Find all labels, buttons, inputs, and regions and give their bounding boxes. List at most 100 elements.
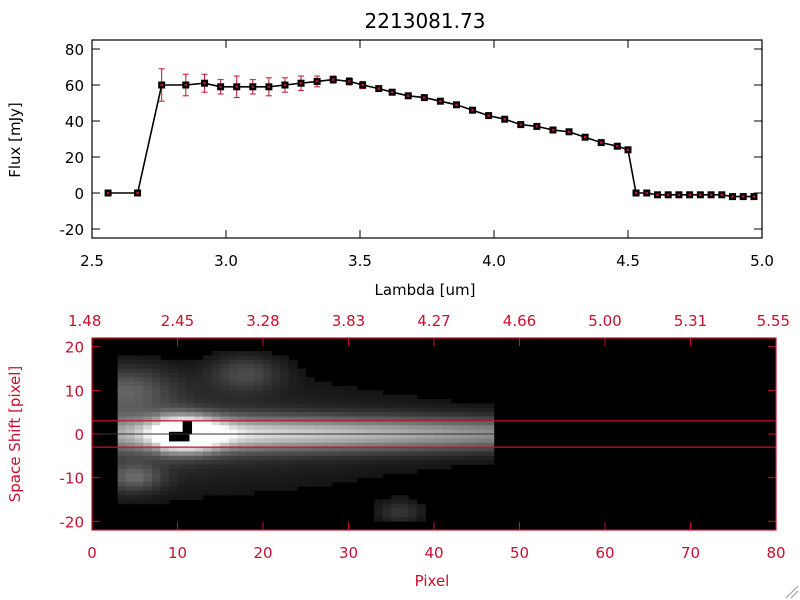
- heatmap-cell: [271, 460, 281, 465]
- heatmap-cell: [220, 399, 230, 404]
- heatmap-cell: [399, 442, 409, 448]
- heatmap-cell: [331, 447, 341, 452]
- heatmap-cell: [117, 477, 127, 483]
- heatmap-cell: [297, 407, 307, 413]
- heatmap-cell: [245, 403, 255, 409]
- heatmap-cell: [160, 438, 170, 444]
- heatmap-cell: [434, 416, 443, 422]
- wavelength-tick-label: 3.28: [246, 312, 279, 330]
- heatmap-cell: [468, 420, 478, 426]
- heatmap-cell: [160, 468, 170, 474]
- heatmap-cell: [203, 399, 213, 404]
- heatmap-cell: [245, 351, 255, 356]
- heatmap-cell: [399, 407, 409, 413]
- heatmap-cell: [143, 355, 153, 361]
- heatmap-cell: [339, 407, 349, 413]
- heatmap-cell: [348, 434, 358, 439]
- heatmap-cell: [280, 377, 290, 383]
- heatmap-cell: [314, 442, 324, 448]
- heatmap-wavelength-ticks: 1.48 2.45 3.28 3.83 4.27 4.66 5.00 5.31 5.55: [68, 312, 790, 346]
- heatmap-cell: [134, 425, 144, 431]
- heatmap-cell: [203, 438, 213, 444]
- heatmap-cell: [220, 460, 230, 465]
- heatmap-cell: [416, 412, 426, 417]
- heatmap-cell: [186, 390, 195, 396]
- heatmap-cell: [177, 386, 187, 391]
- heatmap-cell: [271, 464, 281, 470]
- heatmap-cell: [211, 434, 221, 439]
- heatmap-cell: [203, 434, 213, 439]
- heatmap-cell: [211, 399, 221, 404]
- resize-grip[interactable]: [785, 585, 799, 599]
- heatmap-cell: [151, 381, 161, 387]
- heatmap-cell: [134, 381, 144, 387]
- heatmap-cell: [151, 390, 161, 396]
- heatmap-cell: [228, 420, 238, 426]
- heatmap-cell: [186, 464, 195, 470]
- heatmap-cell: [391, 464, 401, 470]
- heatmap-cell: [442, 442, 452, 448]
- heatmap-cell: [177, 486, 187, 492]
- heatmap-cell: [160, 359, 170, 365]
- heatmap-cell: [263, 464, 272, 470]
- heatmap-cell: [254, 377, 264, 383]
- heatmap-cell: [271, 390, 281, 396]
- heatmap-cell: [151, 359, 161, 365]
- heatmap-cell: [416, 407, 426, 413]
- heatmap-cell: [177, 416, 187, 422]
- heatmap-cell: [485, 434, 495, 439]
- heatmap-cell: [134, 442, 144, 448]
- heatmap-cell: [134, 429, 144, 435]
- heatmap-cell: [425, 434, 435, 439]
- heatmap-cell: [151, 377, 161, 383]
- heatmap-cell: [374, 499, 384, 505]
- heatmap-cell: [322, 412, 332, 417]
- heatmap-cell: [280, 390, 290, 396]
- y-tick-label: -20: [60, 221, 85, 239]
- heatmap-cell: [126, 495, 136, 500]
- heatmap-cell: [134, 460, 144, 465]
- heatmap-cell: [408, 425, 418, 431]
- heatmap-cell: [451, 429, 461, 435]
- heatmap-cell: [143, 455, 153, 461]
- heatmap-cell: [314, 425, 324, 431]
- heatmap-cell: [151, 355, 161, 361]
- heatmap-cell: [194, 451, 204, 457]
- heatmap-cell: [245, 390, 255, 396]
- heatmap-cell: [237, 451, 247, 457]
- heatmap-cell: [357, 390, 366, 396]
- heatmap-cell: [228, 377, 238, 383]
- heatmap-cell: [476, 447, 486, 452]
- heatmap-cell: [160, 455, 170, 461]
- data-point-center: [219, 85, 222, 88]
- heatmap-cell: [391, 442, 401, 448]
- heatmap-cell: [186, 364, 195, 369]
- heatmap-cell: [322, 394, 332, 400]
- heatmap-cell: [186, 447, 195, 452]
- heatmap-cell: [237, 381, 247, 387]
- heatmap-cell: [322, 442, 332, 448]
- heatmap-cell: [203, 390, 213, 396]
- heatmap-cell: [297, 420, 307, 426]
- heatmap-cell: [425, 416, 435, 422]
- heatmap-cell: [280, 359, 290, 365]
- heatmap-cell: [117, 407, 127, 413]
- data-point-center: [677, 193, 681, 196]
- heatmap-cell: [391, 438, 401, 444]
- heatmap-cell: [126, 425, 136, 431]
- heatmap-cell: [288, 482, 298, 487]
- heatmap-cell: [357, 434, 366, 439]
- heatmap-cell: [211, 412, 221, 417]
- heatmap-cell: [126, 455, 136, 461]
- data-point-center: [251, 85, 254, 88]
- heatmap-cell: [314, 464, 324, 470]
- heatmap-cell: [357, 438, 366, 444]
- heatmap-cell: [408, 434, 418, 439]
- heatmap-cell: [331, 420, 341, 426]
- heatmap-cell: [374, 390, 384, 396]
- data-point-center: [160, 83, 163, 87]
- heatmap-cell: [254, 455, 264, 461]
- heatmap-cell: [254, 473, 264, 479]
- heatmap-cell: [194, 381, 204, 387]
- heatmap-cell: [151, 372, 161, 378]
